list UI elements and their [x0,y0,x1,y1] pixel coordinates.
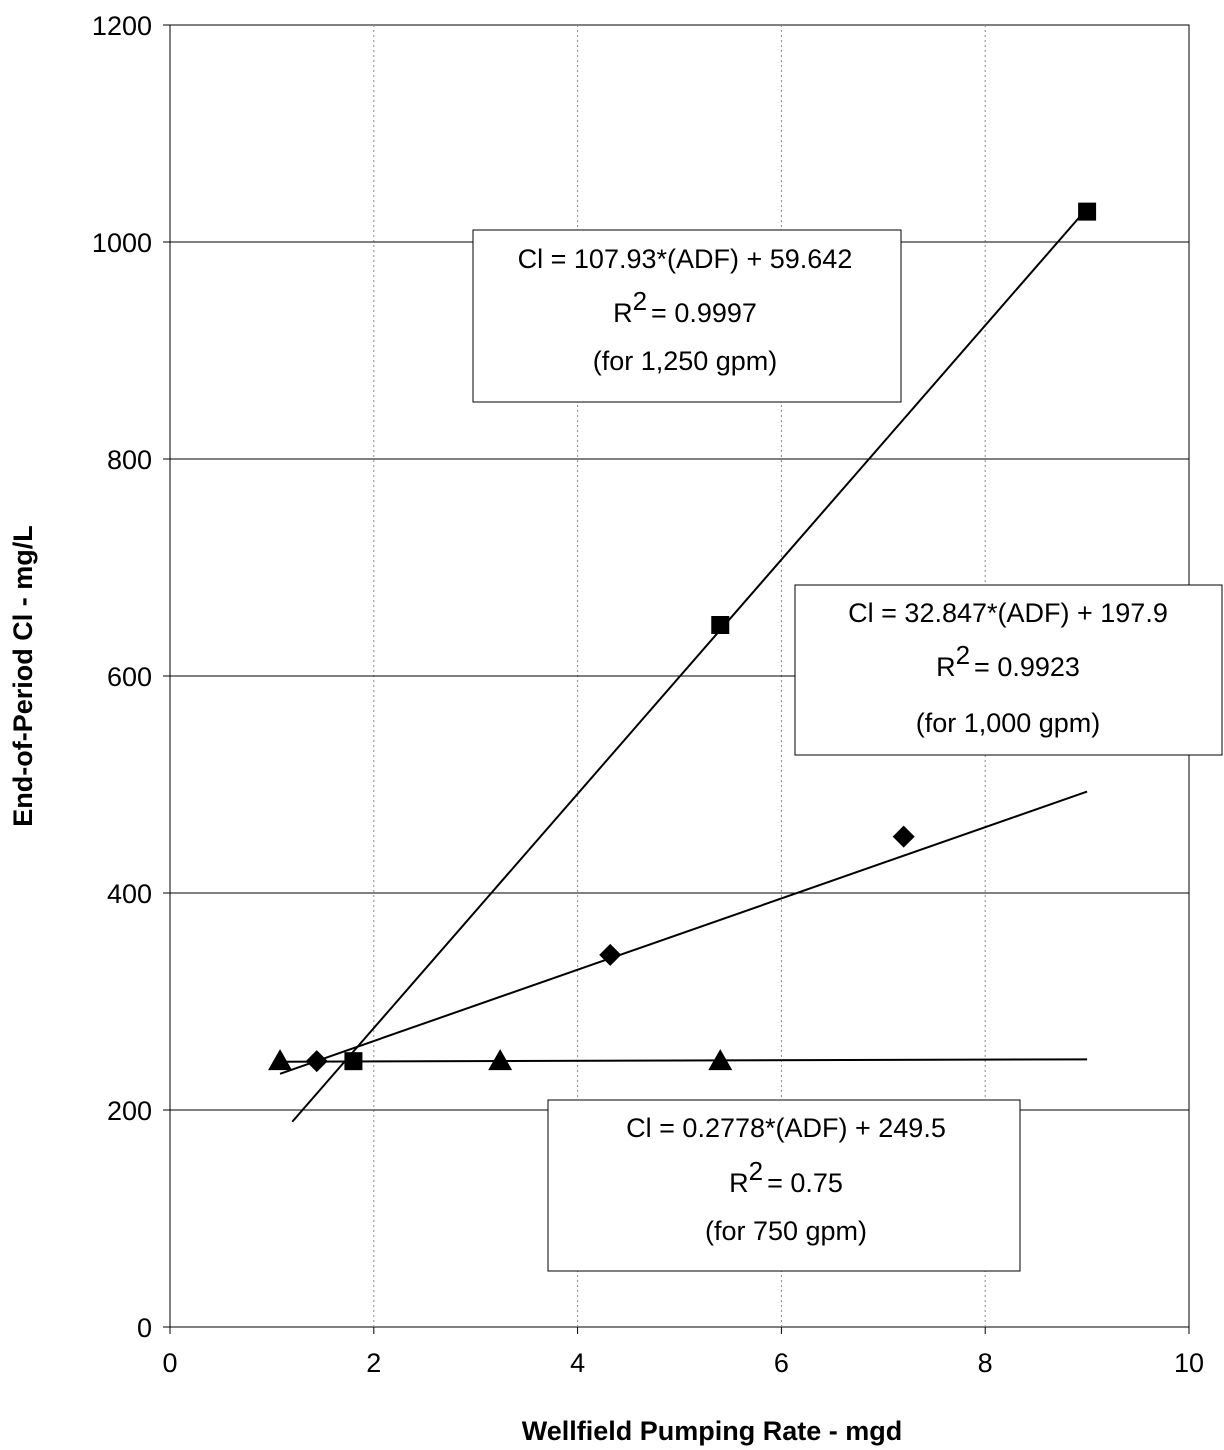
r2-prefix: R [936,652,956,682]
point-triangle [268,1049,293,1071]
y-tick-label: 200 [107,1096,152,1126]
ticks: 0 2 4 6 8 10 0 200 400 600 800 1000 1200 [92,11,1204,1378]
r2-1000gpm: R2 = 0.9923 [936,640,1080,682]
y-tick-label: 1200 [92,11,152,41]
y-tick-label: 1000 [92,228,152,258]
r2-sup: 2 [749,1156,763,1186]
equation-1000gpm: Cl = 32.847*(ADF) + 197.9 [848,598,1168,628]
r2-prefix: R [729,1168,749,1198]
note-1250gpm: (for 1,250 gpm) [593,346,778,376]
point-square [344,1052,363,1071]
r2-value: = 0.75 [767,1168,843,1198]
r2-value: = 0.9997 [651,298,757,328]
x-tick-label: 4 [570,1348,585,1378]
x-tick-label: 0 [162,1348,177,1378]
y-axis-title: End-of-Period Cl - mg/L [8,525,38,826]
trendline-diamond [279,790,1088,1075]
point-diamond [599,943,622,966]
equation-1250gpm: Cl = 107.93*(ADF) + 59.642 [518,244,853,274]
point-diamond [892,825,915,848]
markers [268,202,1097,1073]
x-tick-label: 2 [366,1348,381,1378]
y-tick-label: 600 [107,662,152,692]
r2-1250gpm: R2 = 0.9997 [613,286,757,328]
x-tick-label: 8 [978,1348,993,1378]
point-triangle [488,1049,513,1071]
r2-750gpm: R2 = 0.75 [729,1156,843,1198]
point-diamond [305,1050,328,1073]
note-1000gpm: (for 1,000 gpm) [916,708,1101,738]
trendline-square [291,207,1088,1123]
equation-750gpm: Cl = 0.2778*(ADF) + 249.5 [626,1113,946,1143]
trendline-triangle [280,1058,1088,1063]
r2-prefix: R [613,298,633,328]
y-tick-label: 800 [107,445,152,475]
r2-value: = 0.9923 [974,652,1080,682]
trendlines [279,207,1088,1123]
point-square [711,616,730,635]
note-750gpm: (for 750 gpm) [705,1216,867,1246]
r2-sup: 2 [633,286,647,316]
annotation-1250gpm: Cl = 107.93*(ADF) + 59.642 R2 = 0.9997 (f… [472,229,902,403]
x-axis-title: Wellfield Pumping Rate - mgd [522,1416,903,1446]
annotation-750gpm: Cl = 0.2778*(ADF) + 249.5 R2 = 0.75 (for … [547,1099,1021,1272]
annotation-1000gpm: Cl = 32.847*(ADF) + 197.9 R2 = 0.9923 (fo… [794,584,1223,756]
point-square [1078,202,1097,221]
x-tick-label: 6 [774,1348,789,1378]
y-tick-label: 400 [107,879,152,909]
x-tick-label: 10 [1174,1348,1204,1378]
y-tick-label: 0 [137,1313,152,1343]
r2-sup: 2 [956,640,970,670]
point-triangle [708,1049,733,1071]
